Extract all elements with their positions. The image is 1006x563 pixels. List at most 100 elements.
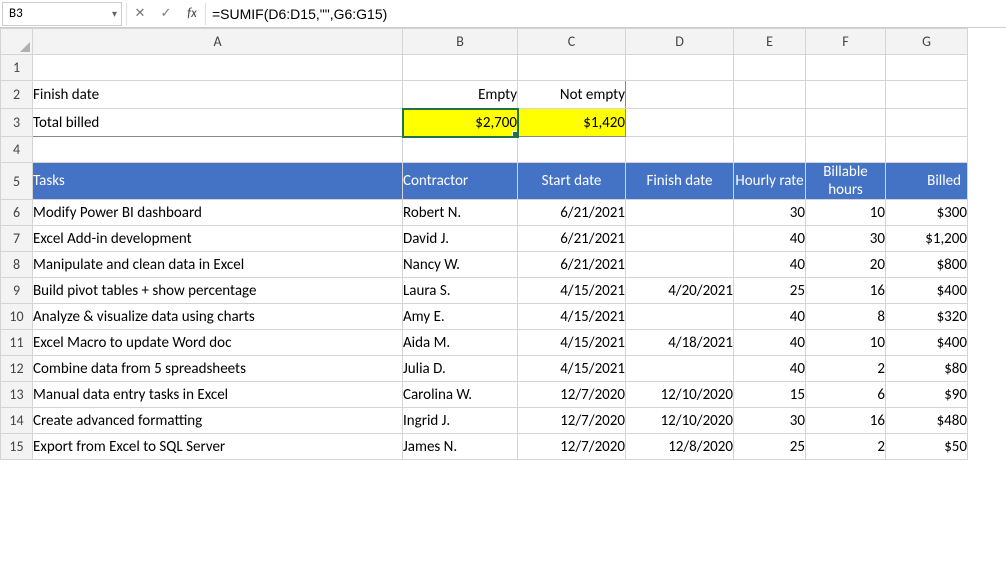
cell-contractor[interactable]: Aida M. bbox=[403, 330, 518, 356]
cell-start-date[interactable]: 6/21/2021 bbox=[518, 252, 626, 278]
cell-a2[interactable]: Finish date bbox=[33, 81, 403, 109]
row-header-10[interactable]: 10 bbox=[1, 304, 33, 330]
row-header-13[interactable]: 13 bbox=[1, 382, 33, 408]
cell-billable-hours[interactable]: 16 bbox=[806, 278, 886, 304]
cell-f3[interactable] bbox=[806, 109, 886, 137]
cell-b2[interactable]: Empty bbox=[403, 81, 518, 109]
table-header-contractor[interactable]: Contractor bbox=[403, 163, 518, 200]
cell-start-date[interactable]: 4/15/2021 bbox=[518, 278, 626, 304]
cell-start-date[interactable]: 6/21/2021 bbox=[518, 200, 626, 226]
row-header-6[interactable]: 6 bbox=[1, 200, 33, 226]
cell-c4[interactable] bbox=[518, 137, 626, 163]
cell-start-date[interactable]: 4/15/2021 bbox=[518, 304, 626, 330]
cell-g1[interactable] bbox=[886, 55, 968, 81]
cell-billable-hours[interactable]: 2 bbox=[806, 434, 886, 460]
cell-c3[interactable]: $1,420 bbox=[518, 109, 626, 137]
cell-finish-date[interactable]: 4/20/2021 bbox=[626, 278, 734, 304]
cell-finish-date[interactable]: 12/8/2020 bbox=[626, 434, 734, 460]
cell-billed[interactable]: $400 bbox=[886, 330, 968, 356]
row-header-3[interactable]: 3 bbox=[1, 109, 33, 137]
row-header-5[interactable]: 5 bbox=[1, 163, 33, 200]
cell-hourly-rate[interactable]: 30 bbox=[734, 408, 806, 434]
cell-d4[interactable] bbox=[626, 137, 734, 163]
cell-hourly-rate[interactable]: 40 bbox=[734, 226, 806, 252]
cell-billable-hours[interactable]: 16 bbox=[806, 408, 886, 434]
table-header-billable-hours[interactable]: Billable hours bbox=[806, 163, 886, 200]
cell-finish-date[interactable] bbox=[626, 226, 734, 252]
cell-finish-date[interactable]: 4/18/2021 bbox=[626, 330, 734, 356]
cell-billable-hours[interactable]: 10 bbox=[806, 200, 886, 226]
cell-task[interactable]: Combine data from 5 spreadsheets bbox=[33, 356, 403, 382]
cell-billed[interactable]: $320 bbox=[886, 304, 968, 330]
cell-start-date[interactable]: 6/21/2021 bbox=[518, 226, 626, 252]
select-all-corner[interactable] bbox=[1, 29, 33, 55]
table-header-start-date[interactable]: Start date bbox=[518, 163, 626, 200]
cell-b1[interactable] bbox=[403, 55, 518, 81]
cell-billable-hours[interactable]: 8 bbox=[806, 304, 886, 330]
cell-a4[interactable] bbox=[33, 137, 403, 163]
cell-task[interactable]: Modify Power BI dashboard bbox=[33, 200, 403, 226]
cell-f2[interactable] bbox=[806, 81, 886, 109]
row-header-9[interactable]: 9 bbox=[1, 278, 33, 304]
cell-billed[interactable]: $90 bbox=[886, 382, 968, 408]
table-header-hourly-rate[interactable]: Hourly rate bbox=[734, 163, 806, 200]
cell-g3[interactable] bbox=[886, 109, 968, 137]
col-header-b[interactable]: B bbox=[403, 29, 518, 55]
cell-task[interactable]: Excel Macro to update Word doc bbox=[33, 330, 403, 356]
cell-b4[interactable] bbox=[403, 137, 518, 163]
cell-e1[interactable] bbox=[734, 55, 806, 81]
cell-billable-hours[interactable]: 30 bbox=[806, 226, 886, 252]
cell-hourly-rate[interactable]: 30 bbox=[734, 200, 806, 226]
cell-a1[interactable] bbox=[33, 55, 403, 81]
cell-finish-date[interactable] bbox=[626, 356, 734, 382]
cell-start-date[interactable]: 12/7/2020 bbox=[518, 408, 626, 434]
cell-billed[interactable]: $50 bbox=[886, 434, 968, 460]
col-header-e[interactable]: E bbox=[734, 29, 806, 55]
cell-f1[interactable] bbox=[806, 55, 886, 81]
cell-c2[interactable]: Not empty bbox=[518, 81, 626, 109]
row-header-1[interactable]: 1 bbox=[1, 55, 33, 81]
row-header-11[interactable]: 11 bbox=[1, 330, 33, 356]
cell-contractor[interactable]: Ingrid J. bbox=[403, 408, 518, 434]
cell-a3[interactable]: Total billed bbox=[33, 109, 403, 137]
cell-billed[interactable]: $80 bbox=[886, 356, 968, 382]
cell-billed[interactable]: $400 bbox=[886, 278, 968, 304]
cell-start-date[interactable]: 12/7/2020 bbox=[518, 434, 626, 460]
col-header-c[interactable]: C bbox=[518, 29, 626, 55]
cell-contractor[interactable]: Robert N. bbox=[403, 200, 518, 226]
cell-e2[interactable] bbox=[734, 81, 806, 109]
cell-task[interactable]: Build pivot tables + show percentage bbox=[33, 278, 403, 304]
table-header-billed[interactable]: Billed bbox=[886, 163, 968, 200]
cell-b3-selected[interactable]: $2,700 bbox=[403, 109, 518, 137]
cell-billed[interactable]: $1,200 bbox=[886, 226, 968, 252]
col-header-f[interactable]: F bbox=[806, 29, 886, 55]
cell-d1[interactable] bbox=[626, 55, 734, 81]
cell-hourly-rate[interactable]: 40 bbox=[734, 330, 806, 356]
cell-start-date[interactable]: 4/15/2021 bbox=[518, 356, 626, 382]
cell-hourly-rate[interactable]: 15 bbox=[734, 382, 806, 408]
cell-e4[interactable] bbox=[734, 137, 806, 163]
row-header-8[interactable]: 8 bbox=[1, 252, 33, 278]
cell-task[interactable]: Create advanced formatting bbox=[33, 408, 403, 434]
insert-function-icon[interactable]: fx bbox=[179, 2, 205, 26]
row-header-7[interactable]: 7 bbox=[1, 226, 33, 252]
cell-e3[interactable] bbox=[734, 109, 806, 137]
cell-c1[interactable] bbox=[518, 55, 626, 81]
row-header-12[interactable]: 12 bbox=[1, 356, 33, 382]
col-header-a[interactable]: A bbox=[33, 29, 403, 55]
cell-billable-hours[interactable]: 6 bbox=[806, 382, 886, 408]
cancel-formula-icon[interactable]: ✕ bbox=[127, 2, 153, 26]
row-header-4[interactable]: 4 bbox=[1, 137, 33, 163]
spreadsheet-grid[interactable]: A B C D E F G 1 2 Finish date Empty Not … bbox=[0, 28, 968, 460]
cell-task[interactable]: Excel Add-in development bbox=[33, 226, 403, 252]
cell-task[interactable]: Analyze & visualize data using charts bbox=[33, 304, 403, 330]
cell-task[interactable]: Manual data entry tasks in Excel bbox=[33, 382, 403, 408]
cell-task[interactable]: Export from Excel to SQL Server bbox=[33, 434, 403, 460]
col-header-d[interactable]: D bbox=[626, 29, 734, 55]
cell-hourly-rate[interactable]: 25 bbox=[734, 434, 806, 460]
table-header-finish-date[interactable]: Finish date bbox=[626, 163, 734, 200]
cell-billed[interactable]: $300 bbox=[886, 200, 968, 226]
cell-finish-date[interactable] bbox=[626, 252, 734, 278]
row-header-15[interactable]: 15 bbox=[1, 434, 33, 460]
row-header-2[interactable]: 2 bbox=[1, 81, 33, 109]
